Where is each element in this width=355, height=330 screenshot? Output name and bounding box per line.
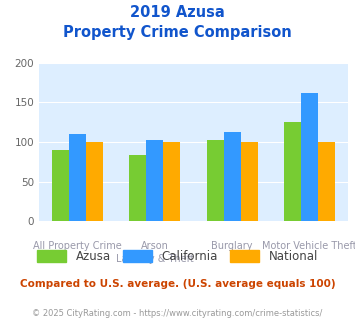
Legend: Azusa, California, National: Azusa, California, National — [32, 245, 323, 268]
Bar — [129, 155, 146, 221]
Bar — [224, 132, 241, 221]
Text: Burglary: Burglary — [211, 241, 253, 250]
Text: Property Crime Comparison: Property Crime Comparison — [63, 25, 292, 40]
Bar — [86, 142, 103, 221]
Bar — [207, 140, 224, 221]
Bar — [318, 142, 335, 221]
Text: © 2025 CityRating.com - https://www.cityrating.com/crime-statistics/: © 2025 CityRating.com - https://www.city… — [32, 309, 323, 317]
Bar — [69, 134, 86, 221]
Text: 2019 Azusa: 2019 Azusa — [130, 5, 225, 20]
Text: Compared to U.S. average. (U.S. average equals 100): Compared to U.S. average. (U.S. average … — [20, 279, 335, 289]
Text: Arson: Arson — [141, 241, 169, 250]
Text: All Property Crime: All Property Crime — [33, 241, 122, 250]
Text: Motor Vehicle Theft: Motor Vehicle Theft — [262, 241, 355, 250]
Bar — [284, 122, 301, 221]
Bar — [301, 93, 318, 221]
Text: Larceny & Theft: Larceny & Theft — [116, 254, 194, 264]
Bar — [241, 142, 258, 221]
Bar — [163, 142, 180, 221]
Bar — [146, 140, 163, 221]
Bar — [52, 150, 69, 221]
